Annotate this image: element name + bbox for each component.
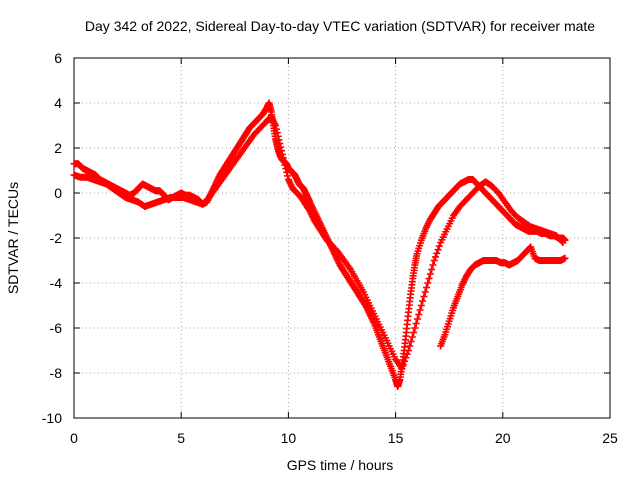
- axis-ticks: 0 5 10 15 20 25 -10 -8 -6 -4 -2 0 2 4 6: [42, 50, 618, 446]
- data-point-secondary: [422, 284, 430, 291]
- y-tick-label: 6: [54, 50, 62, 66]
- data-point-secondary: [403, 350, 411, 358]
- data-point-secondary: [283, 168, 291, 176]
- data-point-secondary: [406, 342, 414, 350]
- data-point-secondary: [408, 333, 416, 341]
- data-point-secondary: [276, 140, 284, 147]
- data-point-secondary: [428, 266, 436, 273]
- data-point-secondary: [279, 154, 287, 162]
- data-point-secondary: [434, 246, 442, 254]
- data-points: [70, 99, 569, 390]
- x-axis-label: GPS time / hours: [287, 457, 394, 473]
- y-tick-label: -6: [50, 320, 63, 336]
- data-point-secondary: [425, 275, 433, 282]
- data-point-secondary: [274, 132, 282, 140]
- data-point-secondary: [282, 165, 290, 173]
- y-tick-label: 0: [54, 185, 62, 201]
- data-point-secondary: [420, 293, 428, 300]
- y-tick-label: -10: [42, 410, 62, 426]
- data-point-late-segment: [561, 254, 569, 262]
- data-point-secondary: [411, 324, 419, 332]
- data-point-secondary: [284, 172, 292, 180]
- chart-title: Day 342 of 2022, Sidereal Day-to-day VTE…: [85, 18, 595, 34]
- data-point-secondary: [401, 357, 409, 365]
- data-point-secondary: [278, 147, 286, 155]
- data-point-secondary: [402, 354, 410, 362]
- y-tick-label: 2: [54, 140, 62, 156]
- data-point-secondary: [278, 150, 286, 158]
- data-point-secondary: [407, 338, 415, 345]
- data-point-secondary: [273, 129, 281, 137]
- data-point-secondary: [410, 329, 418, 336]
- data-point-secondary: [431, 253, 439, 261]
- x-tick-label: 15: [388, 430, 404, 446]
- data-point-secondary: [416, 306, 424, 314]
- data-point-secondary: [272, 125, 280, 133]
- data-point-secondary: [275, 136, 283, 144]
- x-tick-label: 10: [281, 430, 297, 446]
- y-tick-label: -8: [50, 365, 63, 381]
- grid-lines: [74, 58, 610, 418]
- data-point-secondary: [424, 279, 432, 287]
- data-point-secondary: [281, 161, 289, 169]
- data-point-secondary: [412, 320, 420, 327]
- data-point-secondary: [430, 257, 438, 264]
- data-point-secondary: [404, 347, 412, 354]
- data-point-secondary: [415, 311, 423, 318]
- data-point-secondary: [421, 288, 429, 296]
- y-tick-label: -2: [50, 230, 63, 246]
- data-point-secondary: [558, 237, 566, 245]
- x-tick-label: 0: [70, 430, 78, 446]
- data-point-secondary: [277, 143, 285, 151]
- data-point-secondary: [435, 242, 443, 250]
- data-point-secondary: [280, 158, 288, 165]
- x-tick-label: 5: [177, 430, 185, 446]
- data-point-secondary: [272, 122, 280, 129]
- data-point-secondary: [399, 361, 407, 369]
- data-point-secondary: [398, 365, 406, 372]
- data-point-secondary: [419, 297, 427, 305]
- data-point-secondary: [426, 270, 434, 278]
- y-tick-label: 4: [54, 95, 62, 111]
- data-point-secondary: [413, 315, 421, 323]
- data-point-secondary: [429, 261, 437, 269]
- data-point-secondary: [417, 302, 425, 309]
- y-axis-label: SDTVAR / TECUs: [5, 182, 21, 294]
- data-point-secondary: [433, 249, 441, 257]
- x-tick-label: 25: [602, 430, 618, 446]
- data-point-secondary: [559, 239, 567, 246]
- x-tick-label: 20: [495, 430, 511, 446]
- y-tick-label: -4: [50, 275, 63, 291]
